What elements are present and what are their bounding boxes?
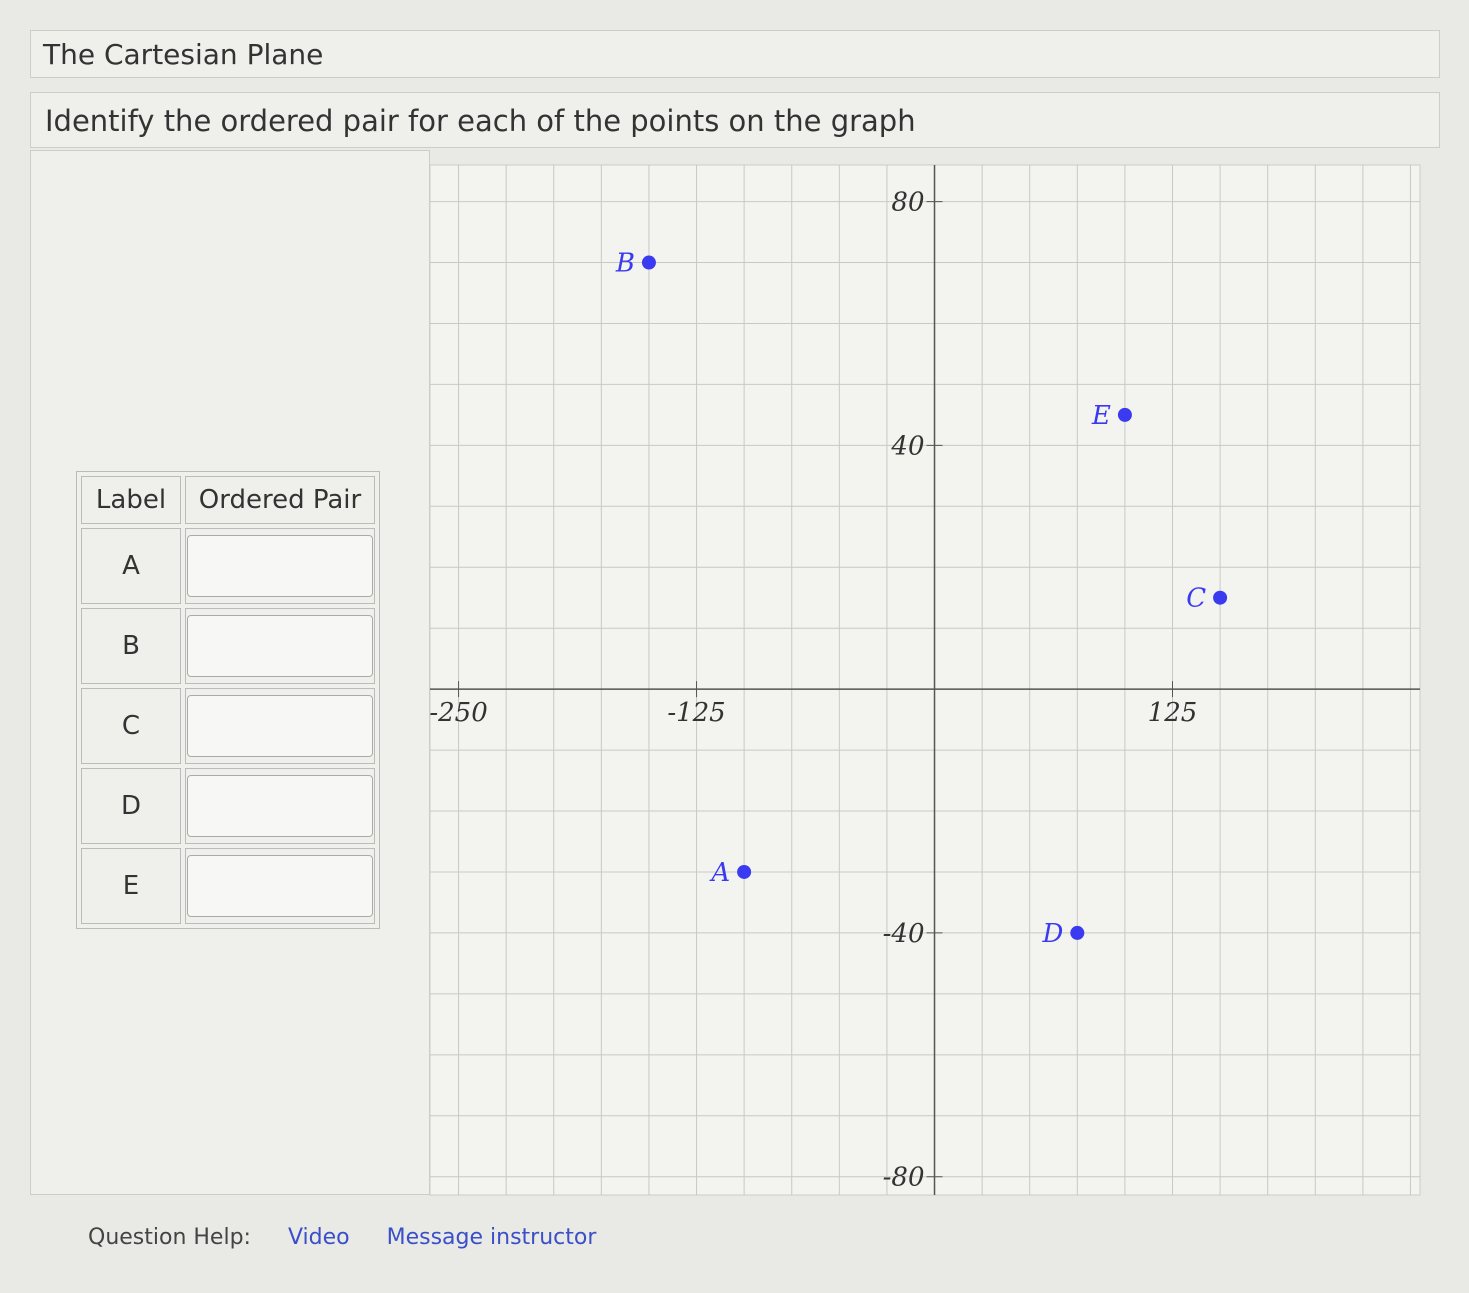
x-tick-label: -125 — [667, 698, 725, 728]
x-tick-label: 125 — [1148, 698, 1198, 728]
help-label: Question Help: — [88, 1225, 251, 1250]
ordered-pair-input[interactable] — [187, 695, 373, 757]
ordered-pair-input[interactable] — [187, 535, 373, 597]
header-cell: Ordered Pair — [185, 476, 375, 524]
point-label: C — [1186, 584, 1206, 614]
answer-row: A — [81, 528, 375, 604]
point-label: A — [709, 858, 730, 888]
video-link[interactable]: Video — [287, 1225, 350, 1250]
y-tick-label: 40 — [890, 431, 924, 461]
point — [737, 864, 752, 879]
row-label: B — [81, 608, 181, 684]
point — [1213, 590, 1228, 605]
point-label: B — [615, 249, 635, 279]
answer-row: D — [81, 768, 375, 844]
answer-cell — [185, 528, 375, 604]
x-tick-label: -250 — [429, 698, 487, 728]
instruction: Identify the ordered pair for each of th… — [30, 92, 1440, 148]
answer-row: C — [81, 688, 375, 764]
point-label: E — [1091, 401, 1111, 431]
row-label: D — [81, 768, 181, 844]
message-link[interactable]: Message instructor — [386, 1225, 597, 1250]
question-help: Question Help: Video Message instructor — [88, 1225, 596, 1250]
header-cell: Label — [81, 476, 181, 524]
y-tick-label: -80 — [883, 1163, 925, 1193]
page-title: The Cartesian Plane — [30, 30, 1440, 78]
y-tick-label: 80 — [891, 188, 924, 218]
ordered-pair-input[interactable] — [187, 615, 373, 677]
answer-cell — [185, 688, 375, 764]
point — [1070, 925, 1085, 940]
ordered-pair-input[interactable] — [187, 855, 373, 917]
answer-cell — [185, 608, 375, 684]
answer-cell — [185, 848, 375, 924]
plot-area — [429, 164, 1421, 1196]
row-label: E — [81, 848, 181, 924]
point-label: D — [1041, 919, 1063, 949]
point — [1117, 407, 1132, 422]
row-label: C — [81, 688, 181, 764]
answer-cell — [185, 768, 375, 844]
ordered-pair-input[interactable] — [187, 775, 373, 837]
answer-row: E — [81, 848, 375, 924]
answer-row: B — [81, 608, 375, 684]
y-tick-label: -40 — [883, 919, 925, 949]
point — [641, 255, 656, 270]
row-label: A — [81, 528, 181, 604]
